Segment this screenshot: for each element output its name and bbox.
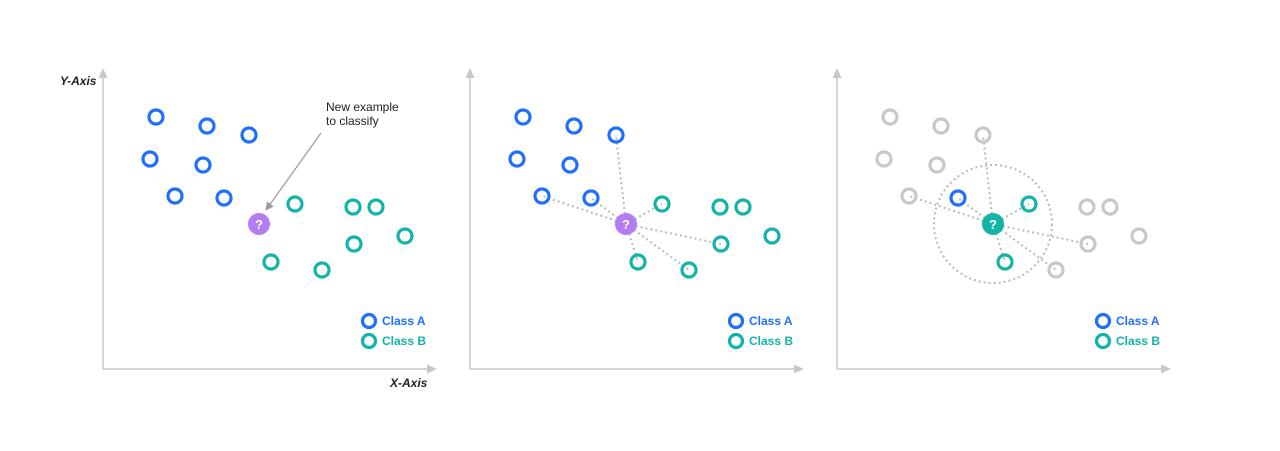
y-axis-arrowhead (465, 68, 475, 78)
x-axis-label: X-Axis (389, 376, 428, 390)
k-radius-circle (933, 164, 1053, 284)
distance-line (625, 223, 690, 271)
class-a-point (141, 150, 159, 168)
class-a-point (194, 156, 212, 174)
callout-text-line-2: to classify (326, 114, 379, 128)
class-a-points (508, 108, 625, 207)
query-point (248, 213, 270, 235)
x-axis-arrowhead (1161, 364, 1171, 374)
class-b-point (629, 253, 647, 271)
inactive-point (1078, 198, 1096, 216)
class-b-point (396, 227, 414, 245)
legend-class-b-label: Class B (749, 334, 793, 348)
legend-class-a-marker (360, 312, 378, 330)
legend: Class A Class B (360, 312, 426, 350)
legend-class-a-marker (727, 312, 745, 330)
distance-line (992, 223, 1089, 245)
distance-lines (908, 134, 1089, 271)
legend-class-a-marker (1094, 312, 1112, 330)
class-b-point (345, 235, 363, 253)
distance-lines (541, 134, 722, 271)
class-a-points (141, 108, 258, 207)
inactive-point (881, 108, 899, 126)
distance-line (982, 134, 994, 225)
inactive-point (928, 156, 946, 174)
class-b-point (711, 198, 729, 216)
class-a-point (607, 126, 625, 144)
class-a-point (561, 156, 579, 174)
class-b-point (763, 227, 781, 245)
nearest-class-a-point (949, 189, 967, 207)
panel-1: Y-Axis X-Axis New example to classify ? (60, 68, 437, 390)
x-axis-arrowhead (794, 364, 804, 374)
class-a-point (240, 126, 258, 144)
class-a-point (565, 117, 583, 135)
inactive-point (932, 117, 950, 135)
class-b-point (734, 198, 752, 216)
inactive-point (1079, 235, 1097, 253)
class-b-point (680, 261, 698, 279)
class-b-point (653, 195, 671, 213)
class-b-point (712, 235, 730, 253)
legend-class-a-label: Class A (749, 314, 793, 328)
y-axis-label: Y-Axis (60, 74, 97, 88)
callout-text-line-1: New example (326, 100, 399, 114)
legend-class-b-marker (1094, 332, 1112, 350)
class-b-point (344, 198, 362, 216)
y-axis-arrowhead (832, 68, 842, 78)
class-b-point (286, 195, 304, 213)
class-a-point (508, 150, 526, 168)
query-symbol: ? (622, 217, 630, 232)
legend-class-b-marker (360, 332, 378, 350)
query-symbol: ? (989, 217, 997, 232)
x-axis-arrowhead (427, 364, 437, 374)
distance-line (992, 223, 1057, 271)
class-b-points (629, 195, 781, 279)
class-a-point (514, 108, 532, 126)
panel-3: ? Class A Class B (832, 68, 1171, 374)
legend-class-b-label: Class B (382, 334, 426, 348)
class-b-point (262, 253, 280, 271)
class-a-point (198, 117, 216, 135)
legend: Class A Class B (727, 312, 793, 350)
inactive-point (1130, 227, 1148, 245)
distance-line (615, 134, 627, 225)
class-a-point (215, 189, 233, 207)
nearest-class-b-point (1020, 195, 1038, 213)
class-b-point (313, 261, 331, 279)
inactive-point (875, 150, 893, 168)
legend-class-b-marker (727, 332, 745, 350)
legend: Class A Class B (1094, 312, 1160, 350)
panel-2: ? Class A Class B (465, 68, 804, 374)
distance-line (625, 223, 722, 245)
class-a-point (582, 189, 600, 207)
legend-class-a-label: Class A (1116, 314, 1160, 328)
query-point (615, 213, 637, 235)
inactive-point (974, 126, 992, 144)
class-a-point (533, 187, 551, 205)
classified-query-point (982, 213, 1004, 235)
y-axis-arrowhead (98, 68, 108, 78)
nearest-class-b-point (996, 253, 1014, 271)
inactive-point (900, 187, 918, 205)
class-b-points (262, 195, 414, 279)
class-a-point (166, 187, 184, 205)
inactive-point (1047, 261, 1065, 279)
inactive-points (875, 108, 1148, 279)
class-a-point (147, 108, 165, 126)
query-symbol: ? (255, 217, 263, 232)
inactive-point (1101, 198, 1119, 216)
legend-class-a-label: Class A (382, 314, 426, 328)
legend-class-b-label: Class B (1116, 334, 1160, 348)
callout-arrow (265, 132, 322, 211)
class-b-point (367, 198, 385, 216)
